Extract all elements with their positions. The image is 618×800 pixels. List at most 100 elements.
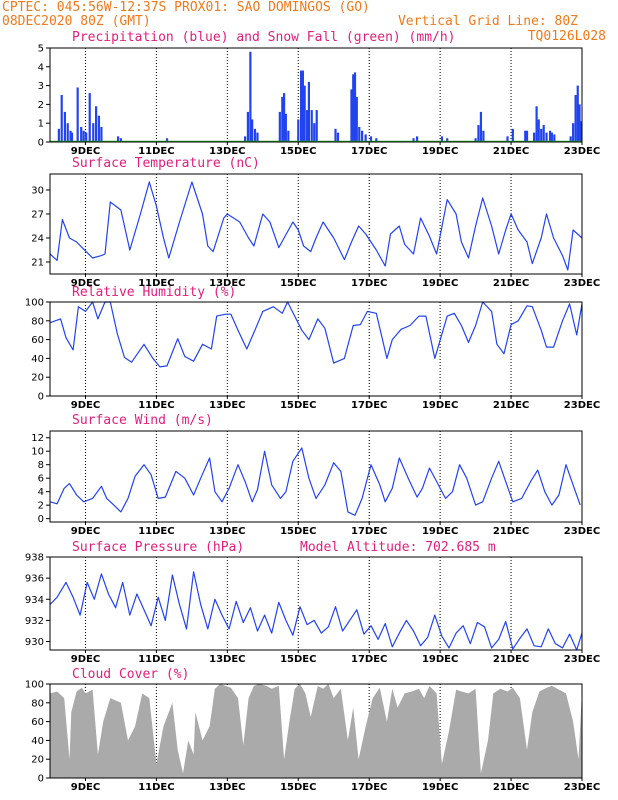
wind-frame [49,430,583,523]
temp-x-tick-label: 9DEC [71,278,100,289]
precip-y-tick-label: 1 [38,119,44,130]
precip-bar [412,138,415,142]
cloud-x-tick-label: 23DEC [564,782,600,793]
header-grid-line: Vertical Grid Line: 80Z [398,14,578,29]
rh-frame [49,301,583,397]
wind-x-tick-label: 19DEC [422,526,458,537]
pres-title: Surface Pressure (hPa) [72,540,244,555]
precip-bar [352,74,355,142]
cloud-y-tick-label: 20 [31,755,44,766]
precip-bar [282,93,286,142]
rh-x-tick-label: 21DEC [493,400,529,411]
precip-bar [301,70,304,142]
precip-bar [303,85,306,142]
pres-altitude-note: Model Altitude: 702.685 m [300,540,496,555]
precip-bar [533,132,536,142]
cloud-y-tick-label: 60 [31,717,44,728]
precip-bar [165,138,169,142]
precip-bar [281,96,284,142]
precip-bar [446,138,449,142]
precip-bar [70,132,74,142]
precip-bar [576,85,579,142]
pres-x-tick-label: 19DEC [422,654,458,665]
precip-frame [49,47,583,143]
precip-bar [69,130,72,142]
precip-bar [82,130,85,142]
precip-bar [297,119,300,142]
precip-bar [88,93,91,142]
precip-bar [97,115,101,142]
precip-y-tick-label: 5 [38,44,44,55]
precip-bar [506,136,509,142]
rh-x-tick-label: 13DEC [209,400,245,411]
precip-bar [253,128,257,142]
precip-bar [550,132,553,142]
wind-y-tick-label: 6 [38,474,44,485]
rh-series-line [49,301,583,368]
precip-x-tick-label: 23DEC [564,146,600,157]
cloud-y-tick-label: 80 [31,698,44,709]
cloud-y-tick-label: 0 [38,774,44,785]
wind-x-tick-label: 17DEC [351,526,387,537]
precip-bar [60,95,63,142]
rh-x-tick-label: 17DEC [351,400,387,411]
temp-series-line [49,181,583,271]
precip-bar [553,134,556,142]
pres-y-tick-label: 932 [25,616,44,627]
cloud-y-tick-label: 40 [31,736,44,747]
cloud-frame [49,683,583,779]
rh-y-tick-label: 0 [38,392,44,403]
precip-bar [116,136,120,142]
precip-bar [119,138,123,142]
temp-x-tick-label: 19DEC [422,278,458,289]
precip-bar [572,123,575,142]
temp-y-tick-label: 30 [31,186,44,197]
precip-bar [569,136,572,142]
pres-frame [49,556,583,651]
wind-x-tick-label: 21DEC [493,526,529,537]
rh-y-tick-label: 100 [25,298,44,309]
pres-x-tick-label: 17DEC [351,654,387,665]
precip-bar [246,111,250,142]
cloud-x-tick-label: 19DEC [422,782,458,793]
pres-y-tick-label: 930 [25,637,44,648]
wind-y-tick-label: 10 [31,447,44,458]
precip-bar [375,138,378,142]
precip-bar [358,126,361,142]
pres-panel: 930 932 934 936 938 9DEC 11DEC 13DEC 15DEC 17DEC 1… [25,553,600,666]
precip-bar [415,136,419,142]
temp-title: Surface Temperature (nC) [72,156,260,171]
temp-frame [49,173,583,275]
header-code: TQ0126L028 [528,29,606,44]
precip-x-tick-label: 21DEC [493,146,529,157]
precip-bar [256,132,259,142]
precip-bar [542,125,545,142]
wind-y-tick-label: 8 [38,460,44,471]
rh-panel: 0 20 40 60 80 100 9DEC 11DEC 13DEC 15DEC 17DEC 19DE… [25,298,600,412]
cloud-x-tick-label: 13DEC [209,782,245,793]
precip-y-tick-label: 4 [38,62,44,73]
wind-x-tick-label: 13DEC [209,526,245,537]
rh-x-tick-label: 9DEC [71,400,100,411]
precip-x-tick-label: 19DEC [422,146,458,157]
precip-bar [525,130,529,142]
precip-bar [63,111,66,142]
temp-y-tick-label: 27 [31,210,44,221]
precip-bar [85,132,88,142]
precip-bar [535,106,538,142]
precip-bar [306,110,309,142]
precip-bar [310,110,313,142]
header-date: 08DEC2020 80Z (GMT) [2,14,151,29]
temp-y-tick-label: 21 [31,258,44,269]
rh-x-tick-label: 15DEC [280,400,316,411]
precip-bar [80,126,83,142]
wind-x-tick-label: 11DEC [138,526,174,537]
pres-x-tick-label: 9DEC [71,654,100,665]
wind-x-tick-label: 9DEC [71,526,100,537]
precip-bar [278,111,281,142]
pres-y-tick-label: 934 [25,595,44,606]
precip-bar [243,136,247,142]
pres-x-tick-label: 15DEC [280,654,316,665]
wind-title: Surface Wind (m/s) [72,413,213,428]
